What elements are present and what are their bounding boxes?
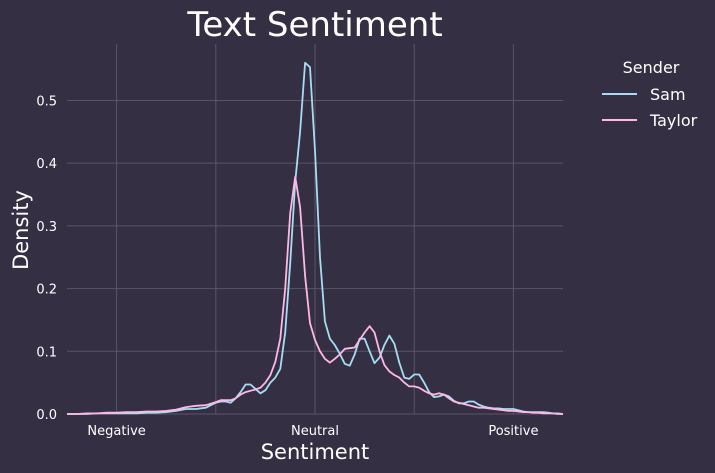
- legend: Sender Sam Taylor: [602, 58, 698, 130]
- legend-label-sam: Sam: [650, 85, 686, 104]
- x-tick-label: Positive: [488, 424, 538, 439]
- series-line-taylor: [67, 175, 563, 415]
- legend-label-taylor: Taylor: [649, 111, 698, 130]
- y-tick-label: 0.3: [36, 220, 57, 235]
- y-tick-label: 0.4: [36, 157, 57, 172]
- x-axis-label: Sentiment: [261, 440, 370, 464]
- x-tick-label: Neutral: [291, 424, 339, 439]
- chart-title: Text Sentiment: [186, 5, 442, 45]
- y-tick-label: 0.0: [36, 408, 57, 423]
- y-tick-label: 0.2: [36, 283, 57, 298]
- tick-labels: 0.0 0.1 0.2 0.3 0.4 0.5 Negative Neutral Positiv…: [36, 94, 538, 439]
- y-tick-label: 0.1: [36, 345, 57, 360]
- series-layer: [67, 61, 564, 415]
- legend-title: Sender: [623, 58, 680, 77]
- y-tick-label: 0.5: [36, 94, 57, 109]
- x-tick-label: Negative: [87, 424, 145, 439]
- y-axis-label: Density: [9, 190, 33, 270]
